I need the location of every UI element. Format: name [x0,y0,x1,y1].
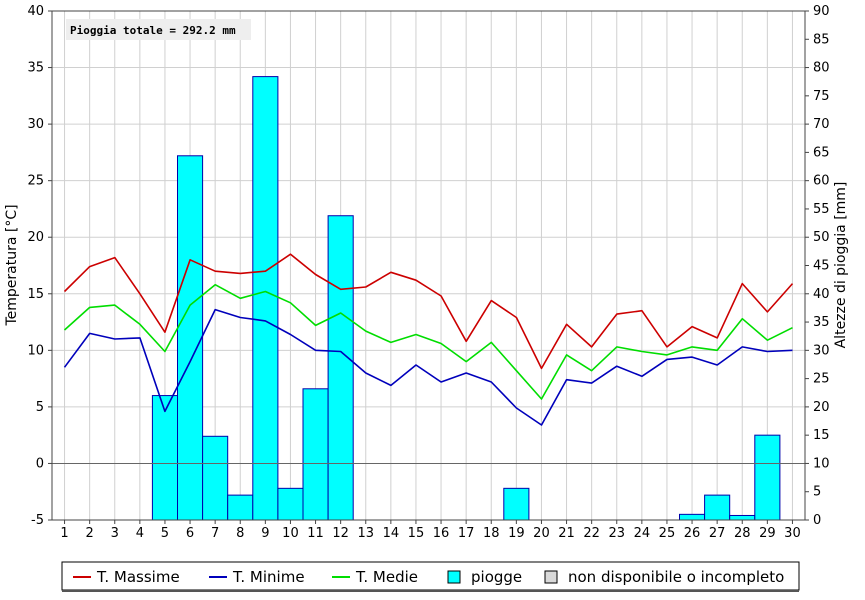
x-tick-label: 11 [307,526,324,541]
x-tick-label: 24 [634,526,651,541]
left-tick-label: 10 [27,343,44,358]
right-tick-label: 15 [813,428,830,443]
series-line-t-medie [63,283,793,400]
x-tick-label: 23 [608,526,625,541]
x-tick-label: 12 [332,526,349,541]
x-tick-label: 28 [734,526,751,541]
x-tick-label: 6 [186,526,194,541]
right-tick-label: 10 [813,456,830,471]
left-tick-label: 30 [27,117,44,132]
left-tick-label: 35 [27,61,44,76]
left-tick-label: 0 [36,456,44,471]
rain-bar [704,494,731,521]
legend-item-t-minime-label: T. Minime [232,568,305,586]
left-tick-label: -5 [31,513,44,528]
left-tick-label: 5 [36,400,44,415]
x-tick-label: 20 [533,526,550,541]
x-tick-label: 30 [784,526,801,541]
x-tick-label: 9 [261,526,269,541]
right-tick-label: 55 [813,202,830,217]
right-tick-label: 50 [813,230,830,245]
rain-bar [202,435,229,521]
x-tick-label: 13 [357,526,374,541]
x-tick-label: 1 [60,526,68,541]
x-tick-label: 18 [483,526,500,541]
rain-bar [679,513,706,521]
x-tick-label: 25 [659,526,676,541]
right-tick-label: 40 [813,287,830,302]
x-tick-label: 5 [161,526,169,541]
rain-bar [177,155,204,521]
x-tick-label: 21 [558,526,575,541]
x-tick-label: 19 [508,526,525,541]
legend-item-t-medie-label: T. Medie [355,568,418,586]
rain-bar [729,514,756,521]
right-axis-title: Altezze di pioggia [mm] [833,182,849,349]
right-tick-label: 70 [813,117,830,132]
legend-box [61,561,800,591]
right-tick-label: 60 [813,174,830,189]
x-tick-label: 8 [236,526,244,541]
left-axis: -5 0 5 10 15 20 25 30 35 40 [27,4,52,528]
series-line-t-minime [63,308,793,426]
right-tick-label: 30 [813,343,830,358]
right-tick-label: 45 [813,259,830,274]
x-tick-label: 26 [684,526,701,541]
legend-item-piogge-swatch [447,570,461,584]
left-tick-label: 25 [27,174,44,189]
left-tick-label: 20 [27,230,44,245]
x-tick-label: 17 [458,526,475,541]
series-line-t-massime [63,253,794,370]
right-tick-label: 35 [813,315,830,330]
right-tick-label: 65 [813,145,830,160]
x-tick-label: 15 [408,526,425,541]
temperature-lines [63,253,794,426]
legend-item-non-disponibile-label: non disponibile o incompleto [568,568,784,586]
rain-bars [151,76,781,521]
total-rain-annotation: Pioggia totale = 292.2 mm [66,19,251,40]
legend-item-non-disponibile-swatch [544,570,558,584]
right-tick-label: 80 [813,61,830,76]
x-tick-label: 29 [759,526,776,541]
right-tick-label: 90 [813,4,830,19]
x-tick-label: 2 [86,526,94,541]
left-tick-label: 15 [27,287,44,302]
rain-bar [327,215,354,521]
rain-bar [302,388,329,521]
x-tick-label: 10 [282,526,299,541]
rain-bar [227,494,254,521]
x-tick-label: 27 [709,526,726,541]
right-tick-label: 25 [813,372,830,387]
right-tick-label: 5 [813,485,821,500]
rain-bar [151,395,178,521]
right-tick-label: 20 [813,400,830,415]
rain-bar [277,487,304,521]
x-tick-label: 3 [111,526,119,541]
x-tick-label: 14 [383,526,400,541]
left-axis-title: Temperatura [°C] [4,204,20,326]
rain-bar [503,487,530,521]
legend-item-t-massime-label: T. Massime [96,568,180,586]
x-tick-label: 7 [211,526,219,541]
total-rain-text: Pioggia totale = 292.2 mm [70,24,236,37]
x-axis: 1 2 3 4 5 6 7 8 9 10 11 12 13 14 15 16 17 18 19 20 21 22 23 24 2… [60,520,801,541]
right-axis: 0 5 10 15 20 25 30 35 40 45 50 55 60 65 70 75 80 85 90 [805,4,830,528]
rain-bar [252,76,279,521]
rain-bar [754,434,781,521]
legend: T. Massime T. Minime T. Medie piogge non dis… [61,561,800,592]
right-tick-label: 0 [813,513,821,528]
right-tick-label: 85 [813,32,830,47]
right-tick-label: 75 [813,89,830,104]
left-tick-label: 40 [27,4,44,19]
x-tick-label: 16 [433,526,450,541]
x-tick-label: 22 [583,526,600,541]
x-tick-label: 4 [136,526,144,541]
legend-item-piogge-label: piogge [471,568,522,586]
